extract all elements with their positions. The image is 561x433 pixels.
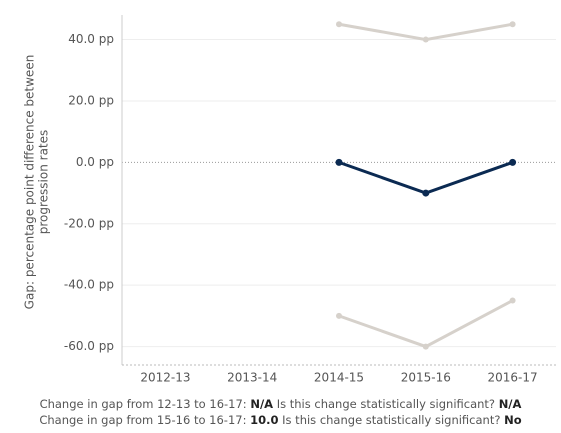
point	[335, 158, 343, 166]
chart: Gap: percentage point difference between…	[23, 15, 556, 385]
series-line	[338, 299, 514, 349]
note: Change in gap from 15-16 to 16-17: 10.0 …	[0, 412, 561, 428]
y-tick-label: -40.0 pp	[64, 278, 114, 292]
note-question: Is this change statistically significant…	[276, 397, 496, 411]
series-line	[338, 160, 514, 195]
y-axis-title: progression rates	[37, 130, 51, 235]
x-tick-label: 2014-15	[314, 371, 364, 385]
note-label: Change in gap from 15-16 to 16-17:	[39, 413, 247, 427]
note-value: 10.0	[250, 413, 279, 427]
y-tick-label: -20.0 pp	[64, 216, 114, 230]
note: Change in gap from 12-13 to 16-17: N/A I…	[0, 396, 561, 412]
x-tick-label: 2016-17	[488, 371, 538, 385]
point	[509, 21, 516, 28]
point	[509, 297, 516, 304]
note-question: Is this change statistically significant…	[282, 413, 501, 427]
y-axis-title: Gap: percentage point difference between	[23, 55, 37, 310]
x-tick-label: 2015-16	[401, 371, 451, 385]
point	[509, 158, 517, 166]
x-tick-label: 2013-14	[227, 371, 277, 385]
note-label: Change in gap from 12-13 to 16-17:	[39, 397, 247, 411]
y-tick-label: 20.0 pp	[68, 93, 114, 107]
y-tick-label: 40.0 pp	[68, 32, 114, 46]
y-tick-label: -60.0 pp	[64, 339, 114, 353]
note-answer: No	[504, 413, 522, 427]
point	[336, 312, 342, 319]
point	[422, 36, 429, 43]
x-tick-label: 2012-13	[140, 371, 190, 385]
point	[336, 21, 342, 28]
y-tick-label: 0.0 pp	[76, 155, 114, 169]
point	[422, 189, 430, 197]
note-value: N/A	[250, 397, 274, 411]
note-answer: N/A	[498, 397, 522, 411]
notes: Change in gap from 12-13 to 16-17: N/A I…	[0, 396, 561, 428]
point	[422, 343, 429, 350]
